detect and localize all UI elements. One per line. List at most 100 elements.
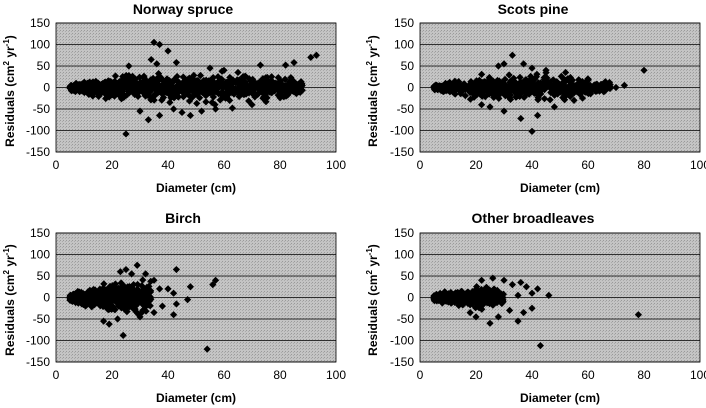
data-point [139,276,147,284]
data-point [528,304,536,312]
y-tick-label: -100 [26,334,50,348]
x-tick-label: 0 [417,368,424,382]
data-point [141,76,149,85]
data-point [96,291,105,299]
data-point [585,84,593,93]
data-point [461,92,469,100]
data-point [89,290,97,299]
data-point [516,73,524,81]
data-point [470,93,478,101]
data-point [136,107,144,115]
y-tick-label: -50 [33,312,51,326]
data-point [150,38,158,46]
data-point [282,84,290,92]
data-point [520,88,528,96]
data-point [283,89,291,97]
panel-title: Other broadleaves [472,210,595,226]
data-point [209,281,217,289]
y-tick-label: 150 [394,226,414,240]
data-point [75,86,83,94]
data-point [178,108,186,117]
data-point [248,101,256,109]
x-tick-label: 40 [161,368,175,382]
x-axis-label: Diameter (cm) [520,181,600,195]
data-point [612,83,620,92]
data-point [228,104,236,112]
data-point [180,77,188,85]
data-point [102,89,110,97]
data-point [586,87,594,95]
data-point [113,286,121,294]
data-point [100,280,108,288]
data-point [167,81,176,90]
data-point [196,71,205,80]
y-tick-label: -100 [390,334,414,348]
y-tick-label: 0 [407,81,414,95]
data-point [170,77,178,86]
x-tick-label: 80 [637,368,651,382]
data-point [185,97,194,105]
data-point [472,313,480,321]
y-tick-label: 0 [407,291,414,305]
data-point [431,84,439,92]
data-point [130,306,139,314]
data-point [457,290,465,298]
data-point [226,73,234,82]
data-point [522,86,530,94]
data-point [142,307,150,315]
y-tick-label: 100 [394,248,414,262]
x-tick-label: 80 [273,158,287,172]
data-point [84,291,92,299]
data-point [500,107,508,115]
data-point [276,94,284,102]
x-tick-label: 40 [161,158,175,172]
data-point [111,79,119,87]
data-point [492,295,500,303]
data-point [225,86,233,95]
data-point [66,291,74,300]
data-point [530,87,538,95]
data-point [584,76,593,84]
data-point [435,84,443,92]
data-points [430,51,648,135]
data-point [478,70,486,78]
data-point [266,87,274,95]
data-point [275,78,283,86]
data-point [580,87,588,95]
data-point [186,111,194,120]
data-point [469,299,477,307]
data-point [553,86,561,94]
data-point [485,82,493,91]
data-point [578,77,586,86]
y-tick-label: 150 [30,226,50,240]
data-point [562,68,570,77]
data-point [105,320,113,328]
data-point [272,79,280,87]
data-point [542,66,550,74]
y-tick-label: -100 [26,124,50,138]
data-point [486,103,494,111]
data-point [513,85,521,93]
data-point [225,81,233,89]
data-point [147,277,155,285]
data-point [212,105,220,113]
x-tick-label: 100 [690,368,706,382]
y-tick-label: 100 [394,38,414,52]
data-point [567,87,575,96]
data-point [214,73,222,81]
data-point [582,77,590,86]
data-point [298,86,306,94]
y-tick-label: -150 [390,145,414,159]
data-point [89,92,97,100]
x-tick-label: 80 [637,158,651,172]
data-point [484,85,492,93]
data-point [202,82,211,90]
data-point [208,98,216,107]
data-point [567,75,576,83]
data-point [295,88,303,96]
data-point [228,87,236,95]
data-point [287,79,295,87]
data-point [125,62,133,70]
x-tick-label: 60 [217,368,231,382]
